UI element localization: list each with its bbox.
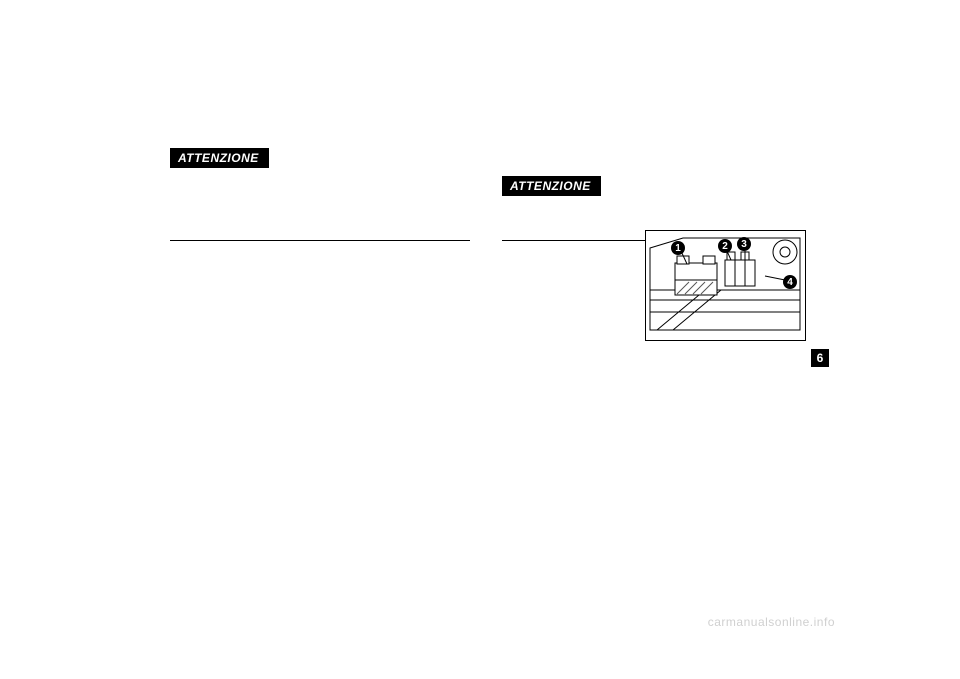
column-1: ATTENZIONE [170, 148, 470, 241]
diagram-label-1: 1 [675, 243, 681, 254]
watermark: carmanualsonline.info [708, 615, 835, 629]
diagram-label-2: 2 [722, 241, 728, 252]
attention-badge: ATTENZIONE [502, 176, 601, 196]
column-1-rule [170, 240, 470, 241]
fuse-box-diagram: 1 2 3 4 [645, 230, 806, 341]
diagram-label-3: 3 [741, 239, 747, 250]
page-section-tab: 6 [811, 349, 829, 367]
manual-page: ATTENZIONE ATTENZIONE [0, 0, 960, 679]
column-2: ATTENZIONE [502, 148, 802, 241]
diagram-label-4: 4 [787, 277, 793, 288]
attention-badge: ATTENZIONE [170, 148, 269, 168]
body-columns: ATTENZIONE ATTENZIONE [170, 148, 802, 241]
